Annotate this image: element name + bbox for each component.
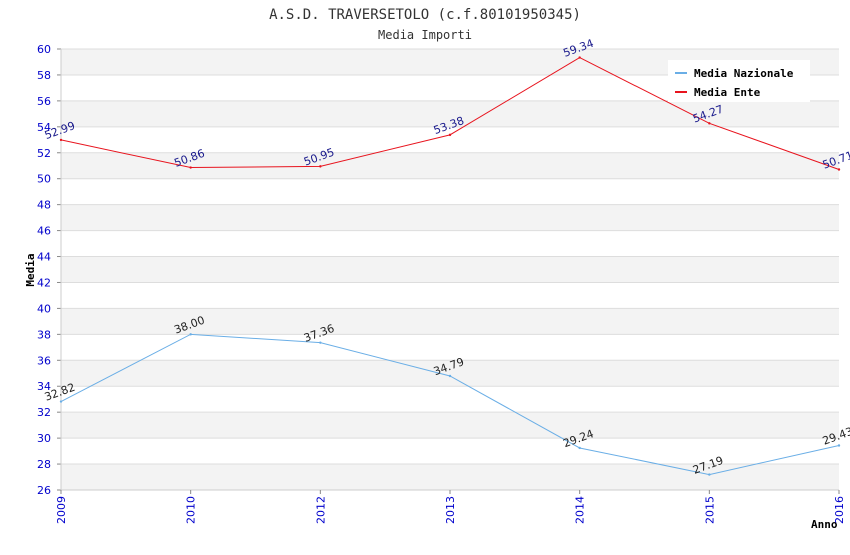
y-tick-label: 26 [37,484,51,497]
x-tick-label: 2012 [314,496,327,524]
y-axis-label: Media [24,253,37,286]
grid-band [61,204,839,231]
x-tick-label: 2009 [55,496,68,524]
y-tick-label: 34 [37,380,51,393]
y-tick-label: 58 [37,69,51,82]
y-tick-label: 38 [37,328,51,341]
y-tick-label: 48 [37,199,51,212]
x-tick-label: 2016 [833,496,846,524]
grid-bands [61,49,839,490]
data-point [578,56,581,59]
data-point [837,444,841,447]
y-tick-label: 56 [37,95,51,108]
y-tick-label: 36 [37,354,51,367]
data-point [59,138,63,142]
grid-band [61,464,839,490]
x-tick-label: 2015 [703,496,716,524]
y-tick-label: 44 [37,251,51,264]
y-tick-label: 60 [37,43,51,56]
x-tick-label: 2013 [444,496,457,524]
grid-band [61,412,839,439]
y-tick-label: 52 [37,147,51,160]
x-tick-label: 2010 [185,496,198,524]
grid-band [61,360,839,387]
y-tick-label: 28 [37,458,51,471]
series-layer [59,56,841,476]
data-point [319,341,322,344]
data-point [708,473,711,476]
x-axis-label: Anno [811,518,838,531]
y-tick-label: 54 [37,121,51,134]
data-point [708,122,711,125]
chart-title: A.S.D. TRAVERSETOLO (c.f.80101950345) [269,7,581,23]
x-tick-label: 2014 [574,496,587,524]
y-tick-label: 40 [37,302,51,315]
y-tick-label: 30 [37,432,51,445]
data-point [448,374,452,378]
data-point [448,133,452,137]
data-point [578,446,581,450]
data-point [189,166,192,169]
y-tick-label: 50 [37,173,51,186]
legend-item: Media Nazionale [694,67,794,80]
y-axis-ticks: 26 28 30 32 34 36 38 40 42 44 46 48 50 52 54 56 58 60 [37,43,51,497]
y-tick-label: 32 [37,406,51,419]
chart-subtitle: Media Importi [378,28,472,42]
grid-band [61,152,839,179]
data-point [59,400,63,403]
legend: Media Nazionale Media Ente [668,60,810,102]
y-tick-label: 42 [37,276,51,289]
grid-band [61,308,839,335]
legend-box [668,60,810,102]
data-point [837,168,841,171]
grid-band [61,256,839,283]
y-tick-label: 46 [37,225,51,238]
legend-item: Media Ente [694,86,761,99]
data-point [189,333,192,336]
data-point [319,165,322,168]
x-axis-ticks: 2009 2010 2012 2013 2014 2015 2016 [55,490,846,524]
series-line-media-nazionale [60,333,840,476]
